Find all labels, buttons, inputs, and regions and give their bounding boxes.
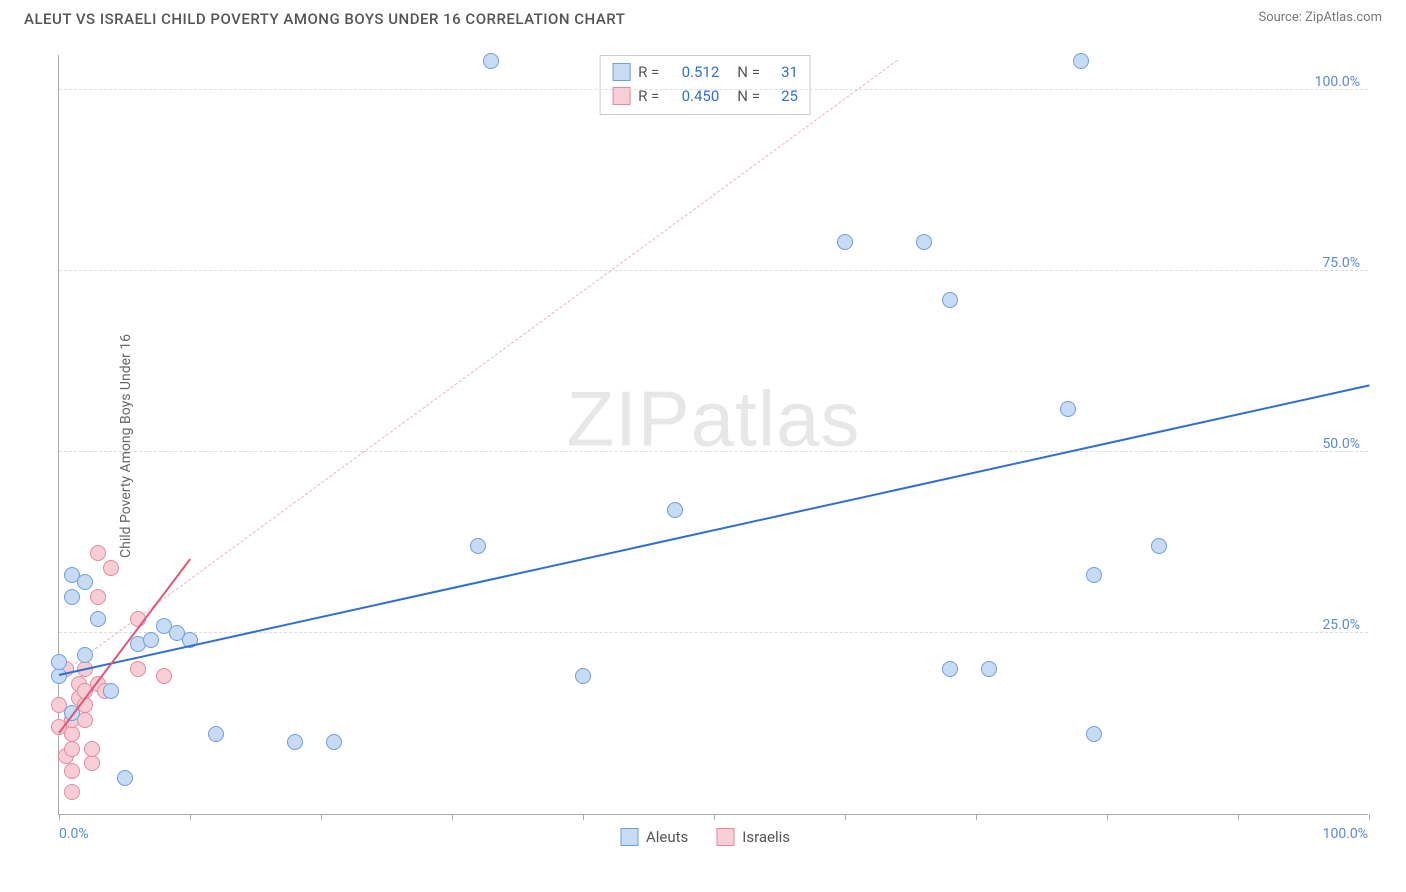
y-tick-label: 50.0% bbox=[1322, 436, 1360, 452]
x-tick bbox=[452, 814, 453, 820]
data-point-israelis bbox=[64, 741, 80, 757]
data-point-aleuts bbox=[470, 538, 486, 554]
x-tick bbox=[976, 814, 977, 820]
data-point-aleuts bbox=[942, 661, 958, 677]
gridline-horizontal bbox=[59, 270, 1368, 271]
x-tick-label-right: 100.0% bbox=[1323, 826, 1368, 842]
x-tick-label-left: 0.0% bbox=[59, 826, 89, 842]
x-tick bbox=[1107, 814, 1108, 820]
data-point-israelis bbox=[84, 741, 100, 757]
r-value: 0.512 bbox=[667, 60, 719, 84]
data-point-israelis bbox=[64, 726, 80, 742]
chart-title: ALEUT VS ISRAELI CHILD POVERTY AMONG BOY… bbox=[24, 10, 625, 28]
data-point-aleuts bbox=[942, 292, 958, 308]
legend-label: Aleuts bbox=[646, 828, 688, 846]
source-attribution: Source: ZipAtlas.com bbox=[1258, 10, 1382, 25]
data-point-aleuts bbox=[1086, 726, 1102, 742]
data-point-aleuts bbox=[51, 668, 67, 684]
series-swatch bbox=[612, 63, 630, 81]
data-point-aleuts bbox=[667, 502, 683, 518]
data-point-aleuts bbox=[326, 734, 342, 750]
data-point-aleuts bbox=[483, 53, 499, 69]
data-point-aleuts bbox=[1086, 567, 1102, 583]
x-tick bbox=[1238, 814, 1239, 820]
data-point-aleuts bbox=[77, 574, 93, 590]
x-tick bbox=[714, 814, 715, 820]
data-point-aleuts bbox=[208, 726, 224, 742]
data-point-aleuts bbox=[51, 654, 67, 670]
stats-row: R = 0.450 N = 25 bbox=[612, 84, 798, 108]
data-point-israelis bbox=[84, 755, 100, 771]
data-point-aleuts bbox=[916, 234, 932, 250]
trend-line bbox=[59, 60, 898, 676]
legend-item-israelis: Israelis bbox=[716, 828, 790, 846]
data-point-aleuts bbox=[143, 632, 159, 648]
data-point-israelis bbox=[156, 668, 172, 684]
data-point-aleuts bbox=[1151, 538, 1167, 554]
data-point-aleuts bbox=[64, 589, 80, 605]
data-point-israelis bbox=[64, 763, 80, 779]
data-point-aleuts bbox=[77, 647, 93, 663]
legend-item-aleuts: Aleuts bbox=[620, 828, 688, 846]
gridline-horizontal bbox=[59, 451, 1368, 452]
legend-swatch bbox=[620, 828, 638, 846]
x-tick bbox=[190, 814, 191, 820]
data-point-aleuts bbox=[1060, 401, 1076, 417]
scatter-plot: ZIPatlas R =0.512N =31R =0.450N =25 Aleu… bbox=[58, 55, 1368, 815]
r-label: R = bbox=[638, 60, 659, 84]
data-point-aleuts bbox=[90, 611, 106, 627]
x-tick bbox=[1369, 814, 1370, 820]
data-point-aleuts bbox=[1073, 53, 1089, 69]
n-value: 25 bbox=[768, 84, 798, 108]
y-tick-label: 25.0% bbox=[1322, 617, 1360, 633]
gridline-horizontal bbox=[59, 89, 1368, 90]
r-label: R = bbox=[638, 84, 659, 108]
data-point-aleuts bbox=[287, 734, 303, 750]
legend-swatch bbox=[716, 828, 734, 846]
data-point-aleuts bbox=[981, 661, 997, 677]
data-point-israelis bbox=[90, 545, 106, 561]
data-point-aleuts bbox=[117, 770, 133, 786]
x-tick bbox=[321, 814, 322, 820]
data-point-israelis bbox=[103, 560, 119, 576]
data-point-aleuts bbox=[575, 668, 591, 684]
r-value: 0.450 bbox=[667, 84, 719, 108]
data-point-israelis bbox=[64, 784, 80, 800]
n-label: N = bbox=[737, 84, 760, 108]
stats-row: R = 0.512 N = 31 bbox=[612, 60, 798, 84]
x-tick bbox=[845, 814, 846, 820]
data-point-israelis bbox=[90, 589, 106, 605]
data-point-aleuts bbox=[837, 234, 853, 250]
y-tick-label: 100.0% bbox=[1315, 74, 1360, 90]
n-value: 31 bbox=[768, 60, 798, 84]
n-label: N = bbox=[737, 60, 760, 84]
legend-label: Israelis bbox=[742, 828, 790, 846]
correlation-stats-box: R = 0.512 N = 31 R = 0.450 N = 25 bbox=[599, 55, 811, 115]
x-tick bbox=[583, 814, 584, 820]
legend: Aleuts Israelis bbox=[620, 828, 790, 846]
data-point-aleuts bbox=[103, 683, 119, 699]
x-tick bbox=[59, 814, 60, 820]
y-tick-label: 75.0% bbox=[1322, 255, 1360, 271]
data-point-israelis bbox=[130, 661, 146, 677]
